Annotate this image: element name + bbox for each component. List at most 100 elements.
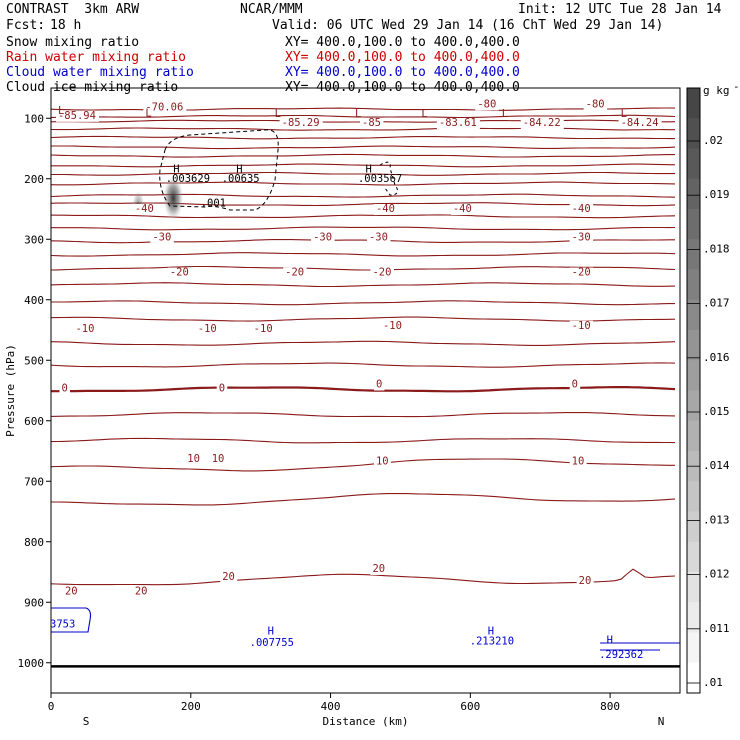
temperature-contour bbox=[51, 437, 676, 444]
contour-label: 0 bbox=[572, 378, 578, 390]
colorbar-tick-label: .012 bbox=[703, 568, 730, 581]
contour-label: -10 bbox=[383, 320, 402, 332]
contour-label: 10 bbox=[572, 455, 585, 467]
low-marker: L bbox=[145, 107, 151, 119]
contour-label: -85.94 bbox=[58, 110, 96, 122]
colorbar-tick-label: .01 bbox=[703, 676, 723, 689]
colorbar-tick-label: .013 bbox=[703, 513, 730, 526]
contour-label-bg bbox=[220, 571, 238, 583]
contour-label: -83.61 bbox=[439, 117, 477, 129]
contour-label-bg bbox=[62, 586, 80, 598]
contour-label: -10 bbox=[572, 320, 591, 332]
contour-label-bg bbox=[569, 232, 594, 244]
temperature-contour bbox=[51, 145, 676, 150]
contour-label-bg bbox=[373, 204, 398, 216]
temperature-contour bbox=[51, 114, 676, 119]
contour-label-bg bbox=[618, 118, 662, 130]
forecast-label: Fcst: bbox=[6, 18, 46, 33]
contour-label: -10 bbox=[198, 323, 217, 335]
colorbar-unit-exponent: -1 bbox=[733, 80, 740, 93]
contour-label: 10 bbox=[187, 453, 200, 465]
contour-label: -40 bbox=[453, 203, 472, 215]
colorbar-segment bbox=[687, 481, 700, 512]
colorbar-segment bbox=[687, 209, 700, 240]
plot-frame bbox=[50, 87, 681, 694]
colorbar-segment bbox=[687, 662, 700, 694]
contour-label: -30 bbox=[152, 231, 171, 243]
contour-label-bg bbox=[73, 323, 97, 335]
snow-maximum-shading bbox=[163, 176, 184, 221]
snow-maximum-label: .001 bbox=[201, 198, 226, 210]
snow-maximum-label: .003629 bbox=[166, 173, 210, 185]
cloud-ice-contour bbox=[159, 129, 279, 211]
colorbar-segment bbox=[687, 572, 700, 603]
colorbar-tick-label: .014 bbox=[703, 459, 730, 472]
cloud-water-high-marker: H bbox=[488, 625, 494, 637]
y-tick-label: 900 bbox=[24, 596, 44, 609]
contour-label: -84.24 bbox=[621, 117, 659, 129]
snow-high-marker: H bbox=[173, 164, 179, 176]
contour-label: -10 bbox=[254, 323, 273, 335]
colorbar-frame bbox=[686, 87, 701, 694]
model-title: CONTRAST 3km ARW bbox=[6, 2, 140, 17]
colorbar-segment bbox=[687, 88, 700, 119]
field-name-snow: Snow mixing ratio bbox=[6, 35, 140, 50]
low-marker: L bbox=[58, 105, 64, 117]
contour-label-bg bbox=[167, 267, 192, 279]
field-name-rain: Rain water mixing ratio bbox=[6, 50, 187, 65]
contour-label: -80 bbox=[586, 98, 605, 110]
temperature-contour bbox=[51, 340, 676, 346]
temperature-contour bbox=[51, 386, 676, 393]
x-tick-label: 0 bbox=[48, 700, 55, 713]
temperature-contour bbox=[51, 163, 676, 168]
contour-label-bg bbox=[311, 232, 335, 244]
contour-label-bg bbox=[436, 118, 480, 130]
colorbar-tick-label: .017 bbox=[703, 297, 730, 310]
temperature-contour bbox=[51, 493, 676, 506]
temperature-contour bbox=[51, 568, 676, 586]
contour-label-bg bbox=[520, 118, 564, 130]
contour-label: 20 bbox=[579, 575, 592, 587]
cloud-water-contour bbox=[711, 634, 740, 644]
contour-label: -20 bbox=[572, 267, 591, 279]
x-tick-label: 200 bbox=[181, 700, 201, 713]
contour-label: 20 bbox=[135, 585, 148, 597]
contour-label: -30 bbox=[572, 231, 591, 243]
contour-label-bg bbox=[569, 204, 594, 216]
y-tick-label: 500 bbox=[24, 354, 44, 367]
low-marker: L bbox=[621, 108, 627, 120]
y-tick-label: 200 bbox=[24, 173, 44, 186]
contour-label: -85.29 bbox=[282, 117, 320, 129]
cloud-water-maximum-label: .213210 bbox=[470, 636, 514, 648]
cloud-water-high-marker: H bbox=[607, 634, 613, 646]
contour-label: -20 bbox=[372, 267, 391, 279]
contour-label-bg bbox=[55, 110, 99, 122]
temperature-contour bbox=[51, 362, 676, 368]
contour-label: 0 bbox=[61, 383, 67, 395]
contour-label-bg bbox=[360, 118, 384, 130]
contour-label: -10 bbox=[75, 323, 94, 335]
colorbar-tick-label: .011 bbox=[703, 622, 730, 635]
contour-label: -40 bbox=[572, 203, 591, 215]
contour-label-bg bbox=[251, 323, 276, 335]
contour-label: 10 bbox=[212, 453, 225, 465]
contour-label-bg bbox=[150, 232, 174, 244]
contour-label-bg bbox=[143, 102, 187, 114]
contour-label: 20 bbox=[65, 585, 78, 597]
contour-label-bg bbox=[279, 118, 323, 130]
contour-label-bg bbox=[370, 564, 388, 575]
forecast-hour: 18 h bbox=[50, 18, 82, 33]
init-time: Init: 12 UTC Tue 28 Jan 14 bbox=[518, 2, 722, 17]
temperature-contour bbox=[51, 193, 676, 198]
low-marker: L bbox=[355, 108, 361, 120]
y-axis-label: Pressure (hPa) bbox=[4, 344, 17, 437]
snow-high-marker: H bbox=[366, 164, 372, 176]
colorbar-segment bbox=[687, 239, 700, 270]
x-tick-label: 800 bbox=[600, 700, 620, 713]
cloud-ice-contour-small bbox=[379, 161, 399, 196]
snow-maximum-label: .003567 bbox=[358, 173, 402, 185]
contour-label: -30 bbox=[369, 231, 388, 243]
cloud-water-maximum-label: .007755 bbox=[250, 637, 294, 649]
y-tick-label: 600 bbox=[24, 415, 44, 428]
contour-label-bg bbox=[185, 453, 203, 465]
